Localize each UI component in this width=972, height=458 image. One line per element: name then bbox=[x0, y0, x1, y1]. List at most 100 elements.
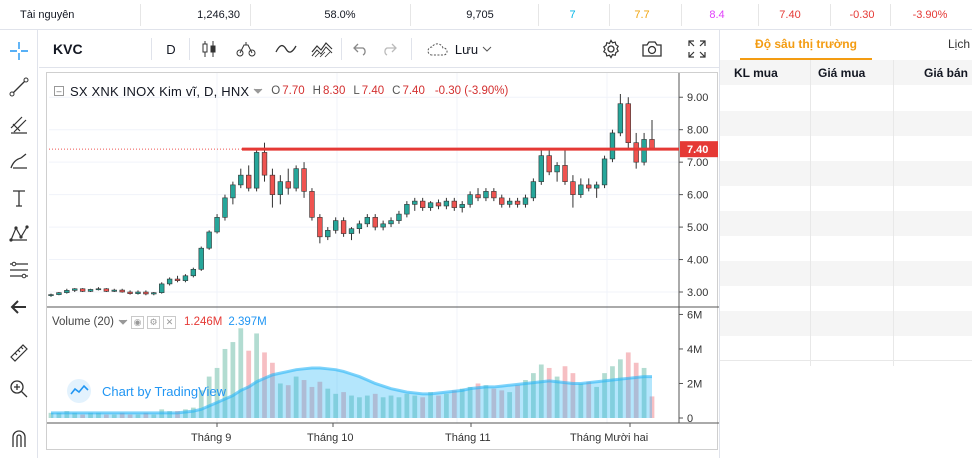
volume-bar bbox=[531, 373, 536, 418]
chart-pane[interactable]: 9.00 8.00 7.00 6.00 5.00 4.00 3.00 6M 4M 2M 0 Tháng… bbox=[46, 72, 719, 450]
volume-bar bbox=[48, 412, 54, 418]
redo-icon bbox=[384, 43, 397, 56]
open-label: O bbox=[271, 85, 281, 97]
interval-button[interactable]: D bbox=[166, 41, 176, 57]
pitchfork-tool[interactable] bbox=[4, 110, 34, 140]
trend-line-tool[interactable] bbox=[4, 72, 34, 102]
settings-small-icon[interactable]: ⚙ bbox=[147, 315, 161, 329]
pattern-icon bbox=[9, 225, 29, 242]
volume-bar bbox=[617, 359, 623, 418]
indicators-button[interactable] bbox=[231, 30, 261, 68]
candle-body bbox=[159, 283, 165, 293]
price-tag-bg bbox=[680, 141, 718, 158]
cloud-logo-icon bbox=[67, 379, 91, 403]
ruler-tool[interactable] bbox=[4, 338, 34, 368]
text-tool[interactable] bbox=[4, 183, 34, 213]
chart-toolbar: KVC D Lưu bbox=[39, 30, 719, 68]
volume-bar bbox=[586, 381, 592, 418]
symbol-search[interactable]: KVC bbox=[53, 41, 83, 57]
candle-body bbox=[459, 204, 465, 208]
close-icon[interactable]: ✕ bbox=[163, 315, 177, 329]
volume-bar bbox=[103, 414, 109, 418]
crosshair-icon bbox=[10, 42, 28, 60]
candle-style-button[interactable] bbox=[195, 30, 223, 68]
fib-tool[interactable] bbox=[4, 255, 34, 285]
ticker-v1: 7 bbox=[569, 9, 576, 21]
line-style-button[interactable] bbox=[271, 30, 301, 68]
candle-body bbox=[293, 168, 299, 189]
time-tick-label: Tháng 10 bbox=[307, 432, 353, 444]
ticker-name: Tài nguyên bbox=[20, 9, 75, 21]
candle-body bbox=[48, 294, 54, 296]
snapshot-button[interactable] bbox=[637, 30, 667, 68]
volume-bar bbox=[111, 414, 117, 418]
change-value: -0.30 (-3.90%) bbox=[434, 85, 509, 97]
tradingview-watermark[interactable]: Chart by TradingView bbox=[62, 378, 226, 404]
legend-collapse-icon[interactable]: – bbox=[54, 86, 64, 96]
volume-bar bbox=[230, 342, 236, 418]
tab-market-depth[interactable]: Độ sâu thị trường bbox=[740, 30, 872, 60]
candle-body bbox=[506, 200, 513, 205]
volume-bar bbox=[633, 362, 639, 418]
area-style-button[interactable] bbox=[307, 30, 337, 68]
zoom-tool[interactable] bbox=[4, 374, 34, 404]
candle-body bbox=[238, 174, 244, 186]
volume-bar bbox=[143, 412, 149, 418]
redo-button[interactable] bbox=[375, 30, 403, 68]
col-gia-ban: Giá bán bbox=[924, 66, 969, 80]
candle-body bbox=[467, 194, 473, 205]
candle-body bbox=[79, 288, 86, 292]
volume-bar bbox=[175, 411, 180, 418]
undo-icon bbox=[353, 43, 366, 56]
crosshair-tool[interactable] bbox=[4, 36, 34, 66]
settings-button[interactable] bbox=[597, 30, 625, 68]
candle-body bbox=[333, 220, 339, 231]
candle-body bbox=[562, 165, 568, 182]
candle-body bbox=[396, 213, 402, 221]
price-tag: 7.40 bbox=[687, 144, 708, 156]
legend-symbol: SX XNK INOX Kim vĩ, D, HNX bbox=[70, 83, 250, 99]
volume-tick-label: 2M bbox=[687, 378, 702, 390]
price-tick-label: 4.00 bbox=[687, 255, 708, 267]
candle-body bbox=[135, 291, 141, 294]
depth-row bbox=[720, 211, 972, 236]
candle-body bbox=[348, 228, 355, 234]
price-tick-label: 8.00 bbox=[687, 125, 708, 137]
volume-ma-area bbox=[51, 367, 652, 418]
magnet-tool[interactable] bbox=[4, 424, 34, 454]
fullscreen-button[interactable] bbox=[683, 30, 711, 68]
candle-body bbox=[325, 230, 331, 238]
depth-row bbox=[720, 336, 972, 361]
volume-bar bbox=[349, 395, 354, 418]
candle-body bbox=[127, 291, 133, 294]
back-tool[interactable] bbox=[4, 292, 34, 322]
candle-body bbox=[119, 289, 125, 293]
volume-bar bbox=[198, 390, 204, 418]
candle-body bbox=[222, 197, 228, 218]
cloud-icon bbox=[427, 43, 448, 56]
candle-body bbox=[625, 103, 631, 143]
brush-tool[interactable] bbox=[4, 146, 34, 176]
undo-button[interactable] bbox=[347, 30, 375, 68]
volume-tick-label: 6M bbox=[687, 309, 702, 321]
volume-ma-line bbox=[51, 366, 652, 415]
pattern-tool[interactable] bbox=[4, 219, 34, 249]
candle-body bbox=[570, 181, 576, 195]
volume-bar bbox=[578, 383, 584, 418]
visibility-icon[interactable]: ◉ bbox=[131, 315, 145, 329]
depth-row bbox=[720, 161, 972, 186]
candle-body bbox=[451, 200, 457, 208]
volume-label: Volume (20) bbox=[52, 316, 115, 328]
volume-bar bbox=[404, 393, 410, 418]
candle-body bbox=[111, 289, 117, 292]
candle-body bbox=[182, 275, 189, 281]
save-button[interactable]: Lưu bbox=[419, 30, 499, 68]
low-value: 7.40 bbox=[361, 85, 385, 97]
volume-bar bbox=[538, 364, 544, 418]
volume-bar bbox=[546, 367, 552, 418]
candle-body bbox=[522, 197, 529, 205]
tab-history[interactable]: Lịch bbox=[948, 37, 971, 51]
volume-bar bbox=[483, 385, 489, 418]
volume-bar bbox=[515, 385, 520, 418]
price-tick-label: 5.00 bbox=[687, 222, 708, 234]
